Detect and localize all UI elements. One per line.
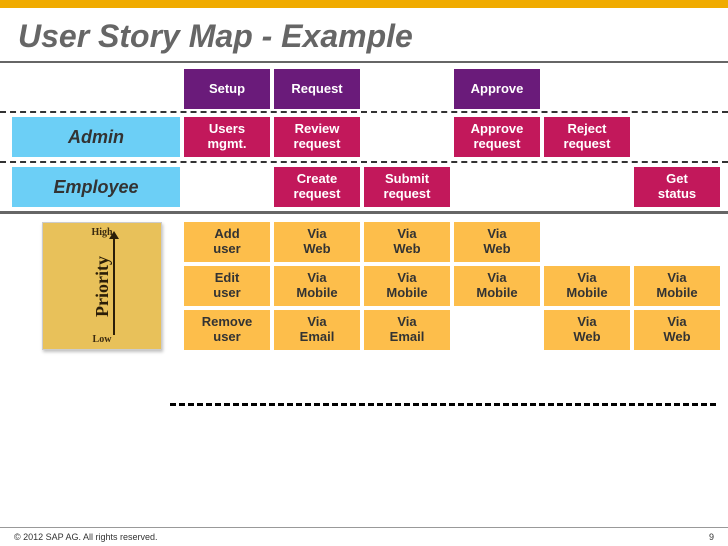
role-admin: Admin — [12, 117, 180, 157]
blank — [544, 222, 630, 262]
footer-page: 9 — [709, 532, 714, 542]
task-get-status: Get status — [634, 167, 720, 207]
story-cell: Via Mobile — [544, 266, 630, 306]
priority-sticky: High Priority Low — [42, 222, 162, 350]
story-cell: Add user — [184, 222, 270, 262]
story-cell: Via Web — [364, 222, 450, 262]
story-cell: Via Email — [364, 310, 450, 350]
story-cell: Via Mobile — [364, 266, 450, 306]
story-cell: Via Email — [274, 310, 360, 350]
priority-arrow-icon — [113, 237, 115, 335]
task-reject-request: Reject request — [544, 117, 630, 157]
blank — [544, 69, 630, 109]
blank — [634, 222, 720, 262]
activities-row: Setup Request Approve — [0, 63, 728, 111]
priority-label: Priority — [91, 256, 112, 317]
blank — [184, 167, 270, 207]
stories-row-1: High Priority Low Add user Via Web Via W… — [0, 214, 728, 354]
footer-copyright: © 2012 SAP AG. All rights reserved. — [14, 532, 158, 542]
blank — [454, 167, 540, 207]
blank — [12, 69, 180, 109]
story-cell: Via Mobile — [274, 266, 360, 306]
release-split-line — [170, 403, 716, 406]
story-cell: Remove user — [184, 310, 270, 350]
footer: © 2012 SAP AG. All rights reserved. 9 — [0, 527, 728, 546]
page-title: User Story Map - Example — [0, 8, 728, 61]
task-review-request: Review request — [274, 117, 360, 157]
story-cell: Edit user — [184, 266, 270, 306]
activity-approve: Approve — [454, 69, 540, 109]
task-approve-request: Approve request — [454, 117, 540, 157]
blank — [454, 310, 540, 350]
story-cell: Via Mobile — [454, 266, 540, 306]
story-cell: Via Web — [454, 222, 540, 262]
activity-request: Request — [274, 69, 360, 109]
admin-row: Admin Users mgmt. Review request Approve… — [0, 113, 728, 161]
employee-row: Employee Create request Submit request G… — [0, 163, 728, 211]
role-employee: Employee — [12, 167, 180, 207]
task-submit-request: Submit request — [364, 167, 450, 207]
task-create-request: Create request — [274, 167, 360, 207]
story-cell: Via Web — [544, 310, 630, 350]
blank — [634, 117, 720, 157]
blank — [634, 69, 720, 109]
blank — [364, 117, 450, 157]
blank — [544, 167, 630, 207]
task-users-mgmt: Users mgmt. — [184, 117, 270, 157]
story-cell: Via Web — [634, 310, 720, 350]
story-cell: Via Web — [274, 222, 360, 262]
activity-setup: Setup — [184, 69, 270, 109]
blank — [364, 69, 450, 109]
story-cell: Via Mobile — [634, 266, 720, 306]
priority-low: Low — [93, 334, 112, 345]
top-accent-bar — [0, 0, 728, 8]
priority-wrapper: High Priority Low — [12, 222, 180, 350]
